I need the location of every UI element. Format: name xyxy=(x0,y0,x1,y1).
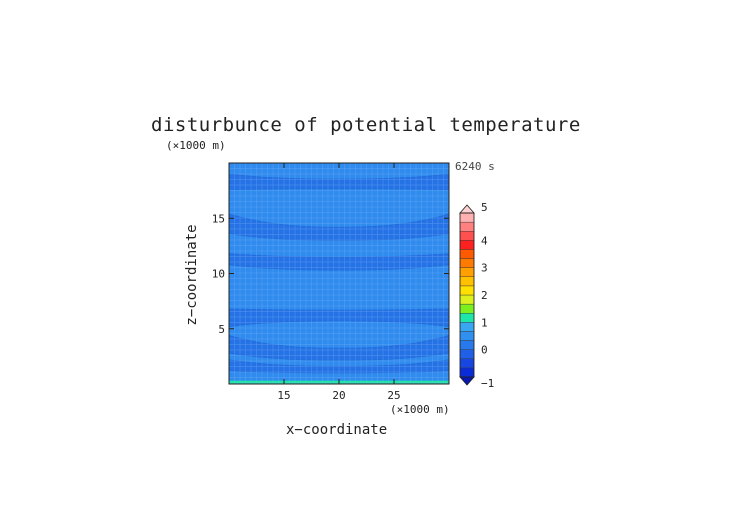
colorbar-segment-12 xyxy=(459,267,475,277)
y-tick-label-15: 15 xyxy=(212,212,225,225)
colorbar-segment-8 xyxy=(459,303,475,314)
colorbar-label-3: 2 xyxy=(481,289,488,302)
colorbar-label-0: −1 xyxy=(481,377,494,390)
colorbar-segment-2 xyxy=(459,358,475,369)
y-tick-label-10: 10 xyxy=(212,268,225,281)
axes: 15 20 25 5 10 15 xyxy=(212,162,450,402)
colorbar-segment-13 xyxy=(459,258,475,268)
colorbar-segment-4 xyxy=(459,340,475,350)
x-axis-label: x−coordinate xyxy=(286,422,388,438)
y-unit-label: (×1000 m) xyxy=(166,139,226,152)
chart-title: disturbunce of potential temperature xyxy=(151,114,581,136)
colorbar-segment-1 xyxy=(459,367,475,378)
colorbar-label-4: 3 xyxy=(481,262,488,275)
colorbar-segment-15 xyxy=(459,240,475,250)
time-label: 6240 s xyxy=(455,160,495,173)
colorbar-segment-7 xyxy=(459,313,475,323)
colorbar-segment-16 xyxy=(459,231,475,241)
colorbar-segment-3 xyxy=(459,349,475,359)
colorbar-segment-5 xyxy=(459,331,475,341)
plot-area xyxy=(228,162,450,384)
colorbar-label-5: 4 xyxy=(481,234,488,247)
colorbar-label-1: 0 xyxy=(481,344,488,357)
colorbar-segment-9 xyxy=(459,294,475,305)
colorbar-frame xyxy=(459,212,475,378)
colorbar-segment-11 xyxy=(459,276,475,287)
x-tick-label-15: 15 xyxy=(277,389,290,402)
colorbar-segment-14 xyxy=(459,249,475,259)
colorbar-label-2: 1 xyxy=(481,316,488,329)
colorbar-label-6: 5 xyxy=(481,201,488,214)
colorbar-segment-10 xyxy=(459,285,475,296)
colorbar-segment-17 xyxy=(459,221,475,232)
y-tick-label-5: 5 xyxy=(218,323,225,336)
colorbar-max-arrow xyxy=(459,204,475,214)
x-tick-label-20: 20 xyxy=(332,389,345,402)
mesh-grid xyxy=(228,162,450,384)
colorbar: −1 0 1 2 3 4 5 xyxy=(459,201,494,390)
colorbar-segment-18 xyxy=(459,212,475,223)
colorbar-min-arrow xyxy=(459,376,475,386)
colorbar-segment-6 xyxy=(459,322,475,332)
x-tick-label-25: 25 xyxy=(387,389,400,402)
x-unit-label: (×1000 m) xyxy=(390,403,450,416)
